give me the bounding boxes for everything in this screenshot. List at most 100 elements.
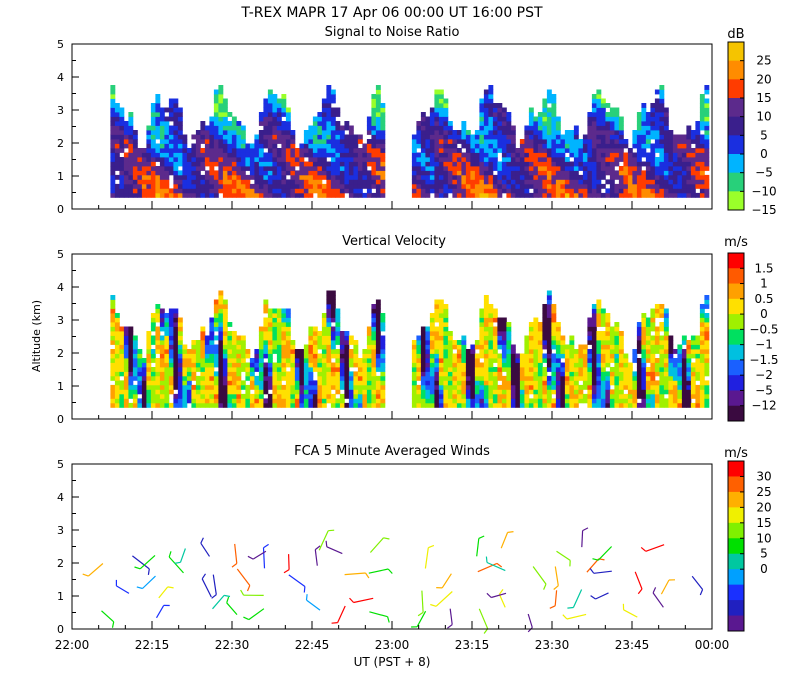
- snr-cell: [321, 166, 327, 171]
- snr-cell: [191, 148, 197, 153]
- vv-cell: [614, 371, 620, 377]
- vv-cell: [258, 353, 264, 359]
- vv-cell: [533, 344, 539, 350]
- snr-cell: [614, 121, 620, 126]
- snr-cell: [231, 148, 237, 153]
- wind-colorbar-label: 0: [760, 562, 768, 576]
- snr-cell: [668, 183, 674, 189]
- vv-heatmap: [110, 290, 710, 408]
- vv-cell: [573, 367, 579, 372]
- vv-cell: [654, 389, 660, 395]
- vv-cell: [443, 308, 449, 314]
- snr-cell: [200, 139, 206, 144]
- snr-cell: [285, 139, 291, 144]
- snr-cell: [483, 134, 489, 140]
- vv-cell: [110, 340, 116, 345]
- snr-cell: [119, 166, 125, 171]
- snr-cell: [677, 188, 683, 194]
- snr-cell: [150, 107, 156, 113]
- wind-barb: [201, 578, 212, 598]
- snr-cell: [578, 179, 584, 185]
- vv-cell: [668, 362, 674, 368]
- vv-cell: [636, 349, 642, 354]
- vv-cell: [213, 313, 219, 318]
- vv-cell: [164, 380, 170, 386]
- wind-barbs: [82, 527, 704, 634]
- vv-cell: [326, 326, 332, 332]
- vv-cell: [488, 322, 494, 327]
- snr-cell: [168, 139, 174, 144]
- vv-cell: [438, 299, 444, 305]
- vv-cell: [641, 375, 647, 381]
- snr-cell: [686, 166, 692, 171]
- vv-cell: [524, 340, 530, 345]
- vv-cell: [276, 335, 282, 341]
- snr-cell: [321, 170, 327, 176]
- snr-cell: [330, 89, 336, 95]
- wind-barb: [132, 555, 150, 570]
- vv-cell: [425, 358, 431, 363]
- snr-cell: [272, 148, 278, 153]
- snr-cell: [182, 179, 188, 185]
- snr-cell: [537, 116, 543, 122]
- snr-cell: [542, 183, 548, 189]
- vv-cell: [465, 402, 471, 408]
- vv-cell: [456, 384, 462, 390]
- vv-cell: [128, 380, 134, 386]
- vv-cell: [344, 380, 350, 386]
- snr-cell: [645, 134, 651, 140]
- vv-cell: [510, 358, 516, 363]
- snr-cell: [222, 134, 228, 140]
- vv-cell: [420, 389, 426, 395]
- vv-cell: [587, 398, 593, 404]
- snr-cell: [582, 143, 588, 149]
- snr-cell: [681, 192, 687, 198]
- snr-cell: [249, 183, 255, 189]
- vv-cell: [650, 349, 656, 354]
- snr-cell: [357, 192, 363, 198]
- vv-cell: [258, 402, 264, 408]
- vv-cell: [222, 393, 228, 399]
- snr-cell: [681, 170, 687, 176]
- snr-cell: [456, 148, 462, 153]
- snr-cell: [326, 89, 332, 95]
- snr-cell: [690, 174, 696, 180]
- wind-barb-flag: [111, 621, 115, 628]
- vv-cell: [528, 367, 534, 372]
- snr-cell: [600, 152, 606, 158]
- vv-cell: [560, 384, 566, 390]
- vv-colorbar-label: −1.5: [749, 353, 778, 367]
- snr-cell: [245, 161, 251, 167]
- vv-cell: [551, 335, 557, 341]
- snr-cell: [267, 188, 273, 194]
- snr-cell: [519, 152, 525, 158]
- vv-cell: [168, 375, 174, 381]
- vv-cell: [488, 344, 494, 350]
- vv-cell: [362, 402, 368, 408]
- vv-cell: [366, 402, 372, 408]
- snr-cell: [348, 192, 354, 198]
- vv-cell: [618, 335, 624, 341]
- vv-cell: [371, 322, 377, 327]
- snr-cell: [339, 174, 345, 180]
- snr-cell: [618, 192, 624, 198]
- snr-colorbar-swatch: [728, 135, 744, 155]
- vv-cell: [294, 358, 300, 363]
- snr-cell: [659, 125, 665, 131]
- snr-cell: [159, 107, 165, 113]
- vv-cell: [128, 349, 134, 354]
- snr-cell: [488, 157, 494, 162]
- snr-cell: [137, 152, 143, 158]
- vv-cell: [506, 367, 512, 372]
- vv-cell: [146, 402, 152, 408]
- vv-cell: [132, 389, 138, 395]
- vv-cell: [672, 358, 678, 363]
- snr-cell: [591, 103, 597, 108]
- vv-cell: [461, 340, 467, 345]
- vv-cell: [371, 349, 377, 354]
- vv-cell: [254, 398, 260, 404]
- snr-cell: [317, 157, 323, 162]
- vv-cell: [263, 326, 269, 332]
- snr-cell: [240, 139, 246, 144]
- snr-cell: [573, 170, 579, 176]
